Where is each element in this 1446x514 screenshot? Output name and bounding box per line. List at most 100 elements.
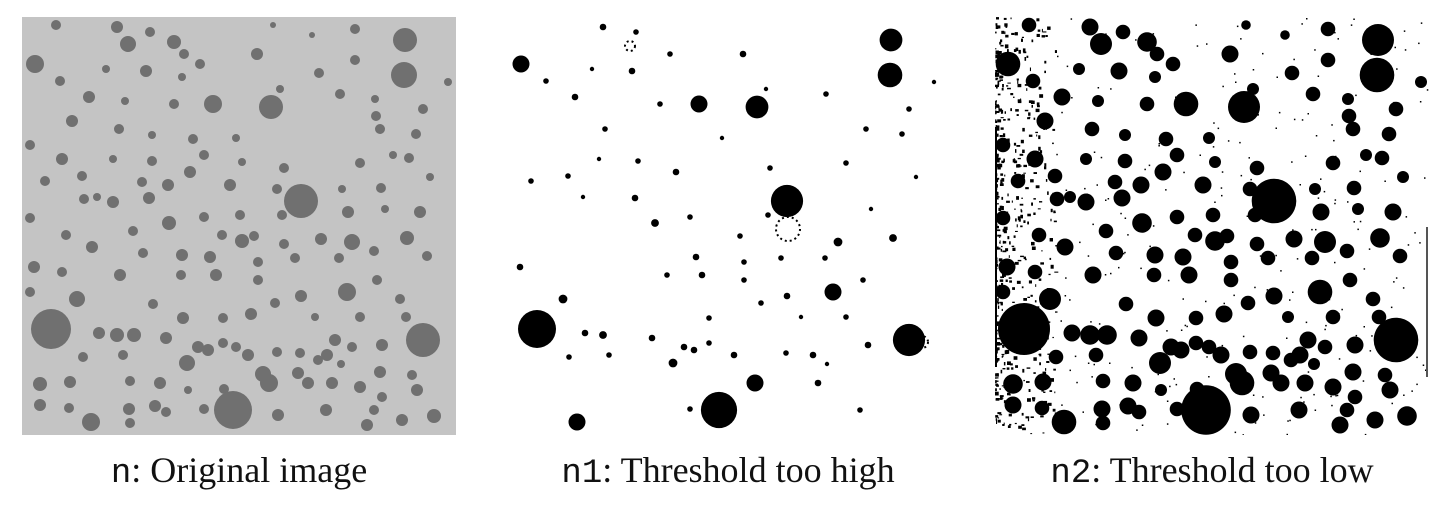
threshold-low-noise — [996, 321, 1000, 325]
threshold-low-noise — [1030, 179, 1034, 183]
threshold-low-noise — [1023, 298, 1027, 301]
threshold-low-noise — [1033, 273, 1035, 276]
threshold-high-spot — [657, 101, 663, 107]
threshold-low-noise — [1021, 412, 1024, 416]
original-spot — [279, 163, 289, 173]
threshold-low-noise — [1043, 128, 1045, 130]
threshold-low-spot — [1223, 254, 1239, 270]
threshold-low-spot — [1149, 71, 1161, 83]
threshold-low-noise — [1053, 220, 1057, 223]
threshold-low-noise — [1036, 33, 1040, 37]
original-spot — [259, 95, 283, 119]
threshold-low-noise — [1120, 406, 1123, 408]
original-spot — [78, 352, 88, 362]
threshold-low-noise — [1054, 412, 1056, 416]
threshold-low-noise — [1157, 373, 1159, 376]
threshold-low-spot — [1265, 287, 1283, 305]
threshold-high-spot — [580, 194, 586, 200]
threshold-low-noise — [1017, 100, 1022, 104]
threshold-low-noise — [1031, 241, 1035, 246]
threshold-low-noise — [1044, 70, 1046, 74]
threshold-low-spot — [1223, 272, 1239, 288]
threshold-low-noise — [1311, 228, 1313, 231]
threshold-low-noise — [1002, 55, 1005, 60]
threshold-low-noise — [1030, 416, 1034, 418]
threshold-low-noise — [1037, 376, 1041, 378]
threshold-low-spot — [1305, 86, 1321, 102]
threshold-low-spot — [1314, 231, 1336, 253]
threshold-low-spot — [1221, 45, 1239, 63]
threshold-low-noise — [1023, 172, 1026, 174]
original-spot — [344, 234, 360, 250]
threshold-low-noise — [997, 60, 1001, 65]
threshold-low-spot — [1139, 96, 1155, 112]
threshold-low-noise — [1016, 114, 1019, 116]
threshold-low-spot — [1320, 52, 1336, 68]
threshold-low-noise — [999, 414, 1003, 416]
caption-code: n2 — [1050, 455, 1092, 493]
threshold-low-noise — [1045, 368, 1047, 371]
threshold-low-noise — [1030, 433, 1033, 435]
threshold-low-noise — [1369, 350, 1372, 352]
threshold-low-noise — [1069, 369, 1071, 372]
threshold-low-noise — [1023, 51, 1027, 54]
threshold-low-spot — [1242, 406, 1260, 424]
threshold-low-noise — [1214, 201, 1216, 203]
original-spot — [64, 403, 74, 413]
threshold-low-noise — [1018, 218, 1021, 222]
caption-text: Threshold too high — [620, 450, 895, 490]
caption-code: n — [110, 455, 132, 493]
threshold-low-noise — [1041, 389, 1044, 392]
threshold-low-noise — [1338, 358, 1341, 360]
threshold-low-noise — [1003, 17, 1007, 20]
original-spot — [350, 55, 360, 65]
threshold-low-noise — [996, 380, 999, 382]
threshold-low-spot — [1345, 121, 1361, 137]
threshold-low-noise — [1119, 404, 1121, 406]
threshold-low-noise — [996, 17, 999, 20]
threshold-low-noise — [1006, 200, 1010, 203]
threshold-high-spot — [868, 206, 874, 212]
threshold-low-noise — [1000, 397, 1004, 399]
threshold-low-noise — [1419, 101, 1422, 103]
threshold-low-noise — [1008, 277, 1012, 279]
threshold-low-spot — [1036, 112, 1054, 130]
threshold-low-noise — [995, 100, 997, 105]
original-spot — [404, 153, 414, 163]
threshold-low-noise — [1348, 245, 1350, 248]
threshold-low-noise — [1007, 118, 1011, 121]
threshold-high-spot — [690, 95, 708, 113]
threshold-low-spot — [1108, 245, 1124, 261]
threshold-high-spot — [518, 310, 556, 348]
threshold-low-noise — [1001, 321, 1005, 325]
threshold-low-spot — [1064, 191, 1076, 203]
threshold-low-noise — [1291, 161, 1293, 163]
threshold-high-spot — [879, 28, 903, 52]
threshold-low-noise — [1082, 411, 1084, 413]
threshold-low-noise — [1039, 201, 1043, 203]
threshold-low-noise — [1002, 345, 1005, 347]
threshold-low-noise — [1263, 414, 1265, 416]
original-spot — [335, 89, 345, 99]
threshold-high-spot — [680, 343, 688, 351]
threshold-low-noise — [1000, 117, 1004, 119]
threshold-low-spot — [1388, 101, 1404, 117]
threshold-low-noise — [1016, 381, 1021, 383]
threshold-low-spot — [1242, 344, 1258, 360]
threshold-low-noise — [1221, 344, 1224, 347]
threshold-low-spot — [1095, 415, 1111, 431]
threshold-low-noise — [1144, 168, 1146, 171]
threshold-low-noise — [1363, 268, 1366, 270]
threshold-low-noise — [1017, 177, 1019, 180]
threshold-low-noise — [1013, 142, 1017, 146]
threshold-low-noise — [1000, 173, 1004, 176]
threshold-low-noise — [1060, 320, 1062, 322]
threshold-low-spot — [1373, 317, 1419, 363]
threshold-low-noise — [1110, 272, 1112, 275]
threshold-low-noise — [1234, 73, 1236, 75]
threshold-low-spot — [1021, 17, 1037, 33]
threshold-high-spot — [635, 158, 641, 164]
original-spot — [79, 194, 89, 204]
original-background — [22, 17, 456, 435]
threshold-low-noise — [1035, 380, 1040, 384]
